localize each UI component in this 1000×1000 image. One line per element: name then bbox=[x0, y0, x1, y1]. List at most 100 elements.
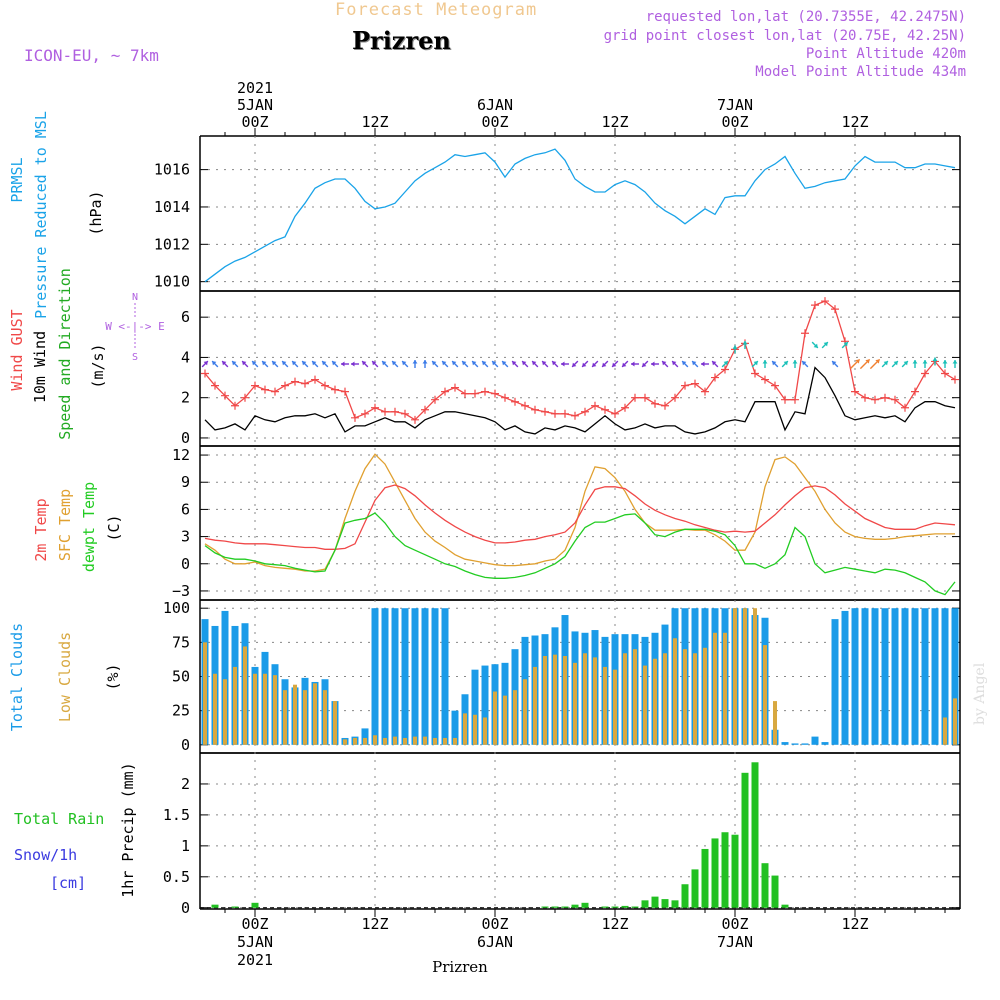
wind-direction-arrow bbox=[551, 360, 559, 368]
low-cloud-bar bbox=[383, 737, 387, 745]
low-cloud-bar bbox=[503, 695, 507, 745]
wind-gust-marker bbox=[761, 375, 769, 384]
precip-label-snow: Snow/1h bbox=[14, 846, 77, 864]
wind-direction-arrow bbox=[461, 360, 469, 368]
wind-direction-arrow bbox=[661, 360, 669, 368]
wind-direction-arrow bbox=[581, 360, 589, 368]
station-name: Prizren bbox=[352, 26, 451, 55]
cloud-label-low: Low Clouds bbox=[56, 632, 74, 722]
rain-bar bbox=[771, 875, 779, 908]
wind-direction-arrow bbox=[201, 360, 209, 368]
total-cloud-bar bbox=[781, 742, 789, 745]
wind-gust-marker bbox=[611, 409, 619, 418]
wind-gust-marker bbox=[331, 385, 339, 394]
wind-direction-arrow bbox=[821, 341, 829, 349]
rain-bar bbox=[731, 834, 739, 908]
wind-gust-marker bbox=[531, 405, 539, 414]
wind-gust-marker bbox=[891, 395, 899, 404]
low-cloud-bar bbox=[543, 656, 547, 745]
wind-direction-arrow bbox=[361, 360, 369, 368]
low-cloud-bar bbox=[513, 690, 517, 745]
total-cloud-bar bbox=[441, 608, 449, 745]
sfc-temp-line bbox=[204, 453, 955, 572]
wind-direction-arrow bbox=[912, 360, 918, 368]
total-cloud-bar bbox=[851, 608, 859, 745]
top-time-label: 12Z bbox=[361, 113, 388, 131]
wind-gust-marker bbox=[871, 395, 879, 404]
wind-direction-arrow bbox=[922, 360, 928, 368]
wind-direction-arrow bbox=[591, 360, 599, 368]
wind-direction-arrow bbox=[711, 360, 719, 368]
total-cloud-bar bbox=[801, 743, 809, 745]
wind-direction-arrow bbox=[211, 360, 219, 368]
wind-gust-marker bbox=[631, 393, 639, 402]
bottom-time-label: 7JAN bbox=[717, 933, 753, 951]
low-cloud-bar bbox=[403, 737, 407, 745]
wind-gust-marker bbox=[721, 365, 729, 374]
compass-west-east: W <-|-> E bbox=[105, 320, 165, 333]
total-cloud-bar bbox=[811, 736, 819, 745]
wind-gust-marker bbox=[781, 395, 789, 404]
wind-direction-arrow bbox=[621, 360, 629, 368]
wind-direction-arrow bbox=[422, 360, 428, 368]
bottom-time-label: 12Z bbox=[601, 915, 628, 933]
total-cloud-bar bbox=[401, 608, 409, 745]
wind-direction-arrow bbox=[781, 360, 789, 368]
wind-gust-marker bbox=[901, 403, 909, 412]
rain-bar bbox=[231, 906, 239, 908]
total-cloud-bar bbox=[361, 728, 369, 745]
rain-bar bbox=[671, 900, 679, 908]
pressure-y-tick-label: 1014 bbox=[154, 198, 190, 216]
wind-gust-marker bbox=[241, 393, 249, 402]
wind-direction-arrow bbox=[631, 361, 639, 367]
precip-y-tick-label: 0 bbox=[181, 899, 190, 917]
low-cloud-bar bbox=[573, 662, 577, 745]
precip-y-tick-label: 2 bbox=[181, 775, 190, 793]
wind-direction-arrow bbox=[491, 360, 499, 368]
low-cloud-bar bbox=[373, 735, 377, 745]
wind-gust-marker bbox=[921, 369, 929, 378]
pressure-label-prmsl: PRMSL bbox=[8, 157, 26, 202]
credit-watermark: by Angel bbox=[972, 662, 988, 725]
wind-direction-arrow bbox=[471, 360, 479, 368]
pressure-label-msl: Pressure Reduced to MSL bbox=[32, 111, 50, 319]
compass-south: S bbox=[132, 352, 138, 363]
wind-gust-marker bbox=[591, 401, 599, 410]
wind-direction-arrow bbox=[801, 360, 809, 368]
dewpt-temp-line bbox=[204, 512, 956, 596]
low-cloud-bar bbox=[363, 737, 367, 745]
rain-bar bbox=[651, 896, 659, 908]
clouds-y-tick-label: 50 bbox=[172, 668, 190, 686]
wind-gust-marker bbox=[311, 375, 319, 384]
top-time-label: 00Z bbox=[721, 113, 748, 131]
time-ticks bbox=[224, 128, 946, 917]
rain-bar bbox=[601, 906, 609, 908]
low-cloud-bar bbox=[453, 737, 457, 745]
low-cloud-bar bbox=[583, 653, 587, 745]
low-cloud-bar bbox=[253, 673, 257, 745]
wind-direction-arrow bbox=[521, 360, 529, 368]
temp-y-unit: (C) bbox=[105, 514, 123, 541]
total-cloud-bar bbox=[871, 608, 879, 745]
wind-gust-marker bbox=[801, 329, 809, 338]
wind-direction-arrow bbox=[849, 358, 861, 370]
wind-gust-marker bbox=[831, 305, 839, 314]
wind-gust-marker bbox=[771, 381, 779, 390]
total-cloud-bar bbox=[371, 608, 379, 745]
temperature-y-tick-label: 9 bbox=[181, 473, 190, 491]
temp-label-dewpt: dewpt Temp bbox=[80, 482, 98, 572]
wind-gust-marker bbox=[451, 383, 459, 392]
wind-direction-arrow bbox=[541, 360, 549, 368]
wind-gust-marker bbox=[941, 369, 949, 378]
low-cloud-bar bbox=[773, 701, 777, 745]
temp-label-sfc: SFC Temp bbox=[56, 489, 74, 561]
wind-gust-marker bbox=[521, 401, 529, 410]
wind-direction-arrow bbox=[231, 360, 239, 368]
wind-direction-arrows bbox=[201, 341, 958, 370]
wind-gust-marker bbox=[621, 403, 629, 412]
low-cloud-bar bbox=[223, 679, 227, 745]
wind-gust-marker bbox=[281, 381, 289, 390]
clouds-y-tick-label: 100 bbox=[163, 599, 190, 617]
total-cloud-bar bbox=[391, 608, 399, 745]
